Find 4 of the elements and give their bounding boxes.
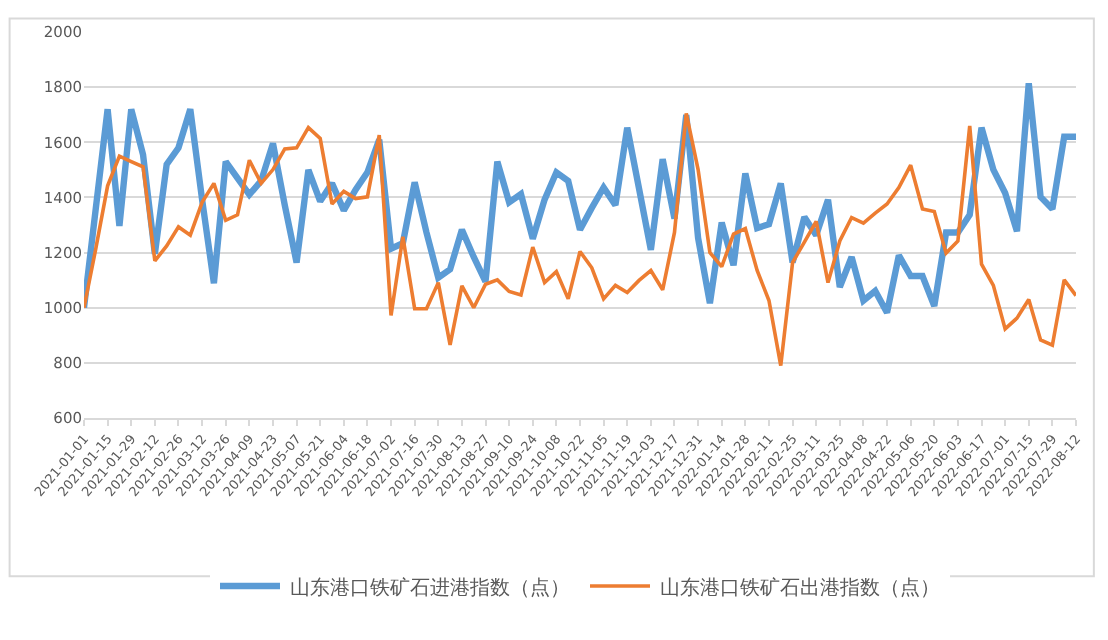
legend-label: 山东港口铁矿石进港指数（点） (290, 575, 570, 600)
line-series (84, 80, 1076, 316)
legend-label: 山东港口铁矿石出港指数（点） (660, 575, 940, 600)
line-series (84, 111, 1076, 368)
